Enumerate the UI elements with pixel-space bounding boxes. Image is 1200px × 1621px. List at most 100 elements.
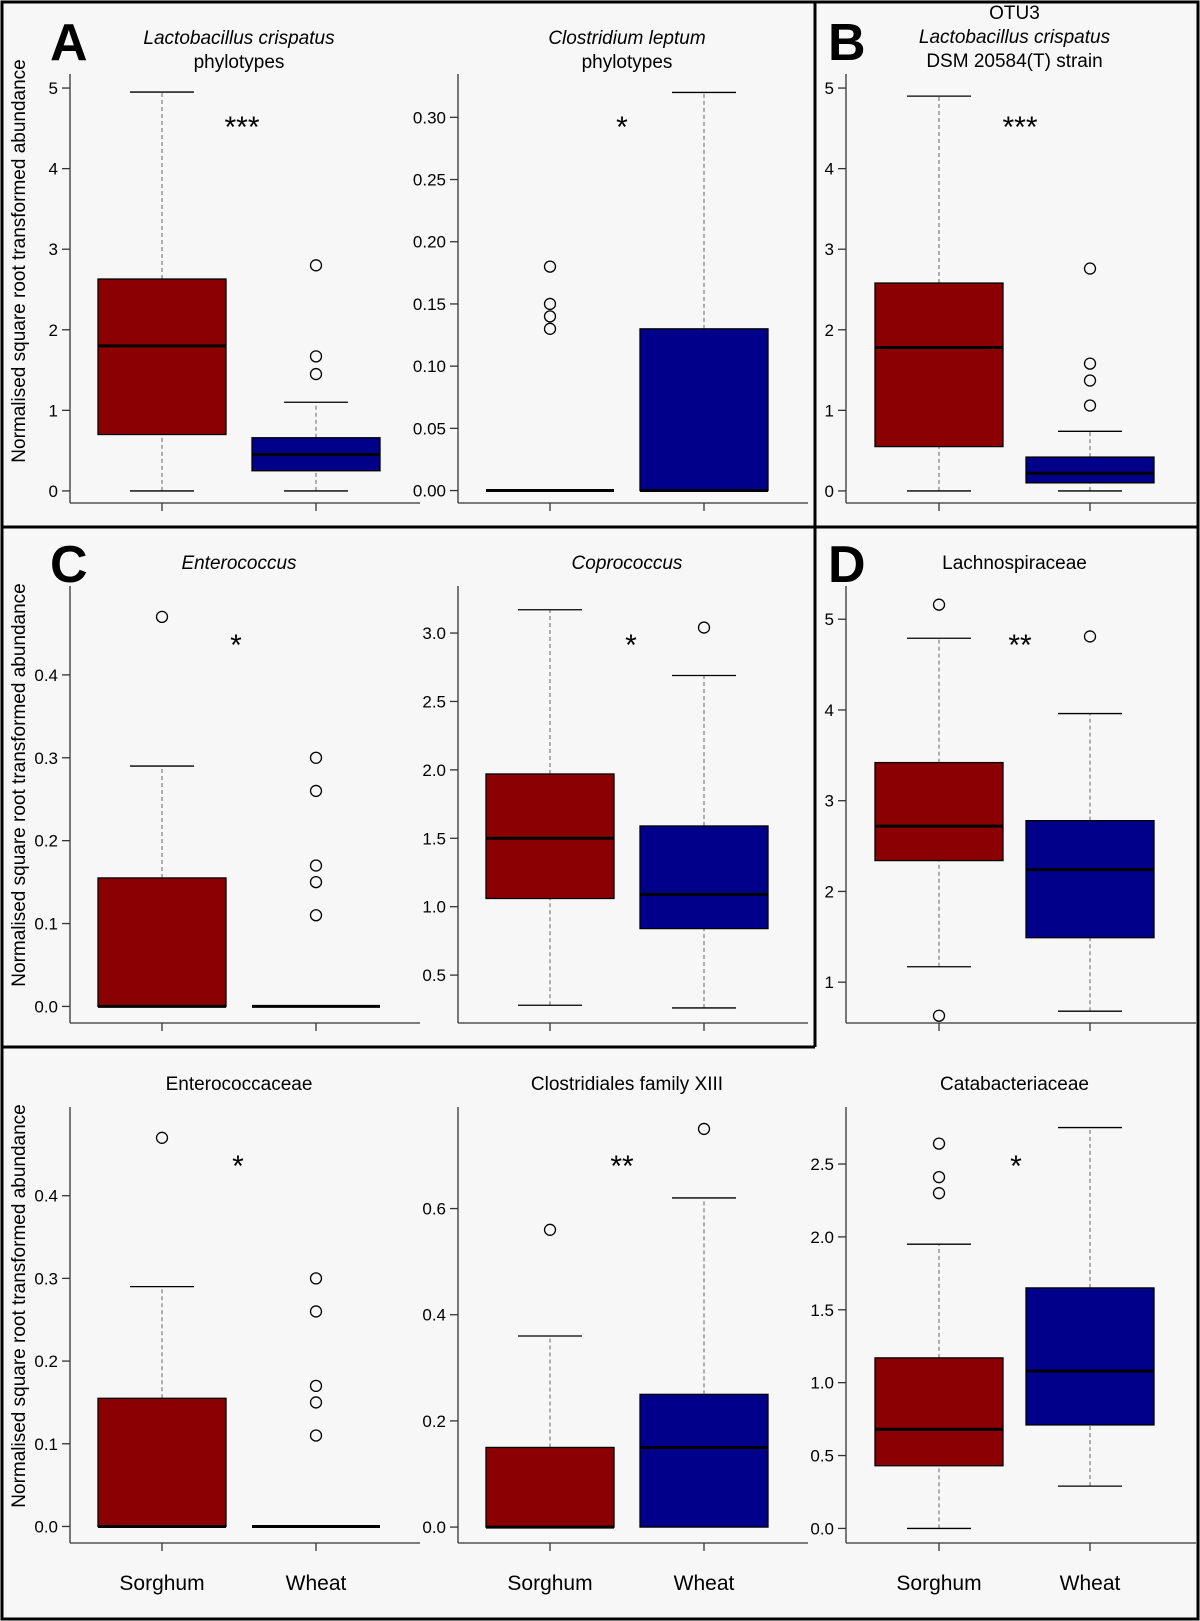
y-tick-label: 1.0: [422, 898, 446, 917]
y-tick-label: 1.0: [810, 1374, 834, 1393]
outlier-point: [309, 1305, 323, 1318]
outlier-point: [543, 322, 557, 335]
y-tick-label: 2: [825, 882, 834, 901]
box-iqr: [485, 1446, 615, 1528]
y-tick-label: 5: [825, 610, 834, 629]
outlier-point: [543, 297, 557, 311]
y-tick-label: 4: [825, 701, 834, 720]
outlier-point: [309, 859, 323, 872]
box-wheat: [1025, 1126, 1155, 1487]
y-tick-label: 0.4: [34, 666, 58, 685]
chart-enterococcaceae: Enterococcaceae * 0.0 0.1 0.2 0.3 0.4: [34, 1074, 420, 1551]
significance-label: *: [230, 629, 242, 662]
significance-label: **: [1008, 629, 1032, 662]
y-tick-label: 0.10: [413, 357, 446, 376]
outlier-point: [309, 1379, 323, 1393]
y-tick-label: 2.0: [422, 761, 446, 780]
box-wheat: [639, 91, 769, 493]
chart-title-line: Enterococcus: [181, 553, 297, 574]
y-axis-title-row3: Normalised square root transformed abund…: [9, 1104, 30, 1507]
box-iqr: [97, 278, 227, 436]
box-sorghum: [485, 609, 615, 1006]
chart-clostridium-leptum: Clostridium leptum phylotypes * 0.00 0.05 0.1…: [413, 28, 808, 511]
y-tick-label: 0.25: [413, 171, 446, 190]
outlier-point: [697, 1122, 711, 1136]
chart-clostridiales-xiii: Clostridiales family XIII ** 0.0 0.2 0.4 0.6: [422, 1074, 808, 1551]
x-label-sorghum: Sorghum: [507, 1572, 592, 1595]
outlier-point: [932, 598, 946, 611]
outlier-point: [309, 909, 323, 922]
outlier-point: [309, 259, 323, 272]
y-tick-label: 0.0: [34, 1517, 58, 1536]
box-iqr: [1025, 820, 1155, 939]
outlier-point: [932, 1187, 946, 1200]
x-label-wheat: Wheat: [286, 1572, 347, 1595]
y-tick-label: 4: [825, 160, 834, 179]
outlier-point: [1083, 630, 1097, 643]
chart-enterococcus: Enterococcus * 0.0 0.1 0.2 0.3 0.4: [34, 553, 420, 1031]
y-tick-label: 0.4: [34, 1187, 58, 1206]
panel-label-d: D: [828, 536, 866, 594]
box-iqr: [874, 1357, 1004, 1467]
outlier-point: [309, 751, 323, 764]
chart-title-line: Lachnospiraceae: [942, 553, 1087, 574]
y-tick-label: 3: [825, 240, 834, 259]
box-wheat: [1025, 630, 1155, 1012]
chart-otu3: OTU3 Lactobacillus crispatus DSM 20584(T) …: [825, 3, 1196, 511]
y-tick-label: 0.0: [422, 1518, 446, 1537]
chart-title-line: Clostridiales family XIII: [531, 1074, 723, 1095]
box-sorghum: [486, 260, 614, 493]
box-iqr: [874, 282, 1004, 448]
box-iqr: [874, 761, 1004, 862]
outlier-point: [697, 621, 711, 634]
outlier-point: [1083, 357, 1097, 370]
chart-lachnospiraceae: Lachnospiraceae ** 1 2 3 4 5: [825, 553, 1196, 1031]
box-sorghum: [485, 1223, 615, 1529]
y-tick-label: 0.5: [422, 966, 446, 985]
panel-label-c: C: [50, 536, 88, 594]
y-tick-label: 1: [49, 401, 58, 420]
outlier-point: [932, 1009, 946, 1022]
chart-title-line: Catabacteriaceae: [940, 1074, 1089, 1095]
box-iqr: [639, 825, 769, 930]
outlier-point: [309, 875, 323, 889]
y-tick-label: 0.20: [413, 233, 446, 252]
outlier-point: [543, 1223, 557, 1236]
outlier-point: [309, 1272, 323, 1285]
box-iqr: [97, 1397, 227, 1528]
y-tick-label: 4: [49, 160, 58, 179]
y-tick-label: 0: [49, 482, 58, 501]
y-tick-label: 1.5: [810, 1301, 834, 1320]
y-tick-label: 0.2: [34, 832, 58, 851]
y-tick-label: 5: [825, 79, 834, 98]
outlier-point: [309, 1429, 323, 1442]
outlier-point: [309, 367, 323, 381]
y-tick-label: 1: [825, 401, 834, 420]
box-wheat: [639, 621, 769, 1009]
y-tick-label: 2.0: [810, 1228, 834, 1247]
outlier-point: [932, 1137, 946, 1150]
outlier-point: [932, 1170, 946, 1184]
significance-label: **: [610, 1150, 634, 1183]
y-tick-label: 0.1: [34, 915, 58, 934]
x-label-wheat: Wheat: [674, 1572, 735, 1595]
y-tick-label: 0.2: [34, 1352, 58, 1371]
box-sorghum: [874, 95, 1004, 492]
y-tick-label: 0.00: [413, 482, 446, 501]
box-sorghum: [874, 598, 1004, 1022]
y-axis-title-row1: Normalised square root transformed abund…: [9, 59, 30, 462]
chart-title-line: Lactobacillus crispatus: [143, 28, 335, 49]
y-tick-label: 0.0: [34, 997, 58, 1016]
box-wheat: [639, 1122, 769, 1528]
x-label-wheat: Wheat: [1060, 1572, 1121, 1595]
y-tick-label: 2: [825, 321, 834, 340]
box-iqr: [1025, 456, 1155, 484]
y-tick-label: 0.3: [34, 1269, 58, 1288]
significance-label: *: [616, 111, 628, 144]
y-tick-label: 1.5: [422, 829, 446, 848]
y-tick-label: 3: [825, 792, 834, 811]
box-iqr: [97, 877, 227, 1008]
x-label-sorghum: Sorghum: [119, 1572, 204, 1595]
chart-title-line: Clostridium leptum: [548, 28, 705, 49]
